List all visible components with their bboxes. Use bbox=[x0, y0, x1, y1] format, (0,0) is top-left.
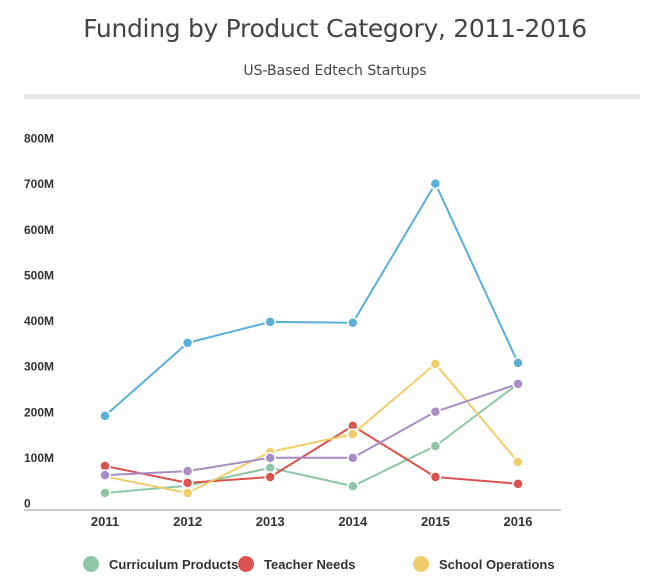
data-point[interactable] bbox=[512, 378, 524, 390]
x-axis: 2011 2012 2013 2014 2015 2016 bbox=[91, 514, 533, 529]
series-line-school-operations bbox=[104, 362, 519, 494]
data-point[interactable] bbox=[429, 406, 442, 418]
data-point[interactable] bbox=[264, 471, 276, 483]
x-tick-label: 2014 bbox=[338, 514, 368, 529]
series-line-teacher-needs bbox=[104, 424, 519, 485]
y-tick-label: 500M bbox=[24, 268, 54, 282]
data-point[interactable] bbox=[429, 440, 442, 452]
data-point[interactable] bbox=[429, 471, 442, 483]
header-divider bbox=[24, 94, 640, 99]
data-point[interactable] bbox=[181, 487, 194, 499]
legend-label: School Operations bbox=[439, 556, 555, 572]
data-point[interactable] bbox=[429, 358, 442, 370]
legend-label: Teacher Needs bbox=[264, 556, 356, 572]
data-point[interactable] bbox=[181, 477, 194, 489]
y-tick-label: 200M bbox=[24, 405, 54, 419]
series-line-series-4 bbox=[104, 382, 519, 477]
data-point[interactable] bbox=[181, 465, 194, 477]
x-tick-label: 2011 bbox=[91, 514, 119, 529]
data-point[interactable] bbox=[347, 428, 359, 440]
y-tick-label: 400M bbox=[24, 314, 54, 328]
y-tick-label: 100M bbox=[24, 451, 54, 465]
legend-label: Curriculum Products bbox=[109, 556, 239, 572]
y-tick-label: 600M bbox=[24, 223, 54, 237]
series-lines bbox=[104, 182, 519, 494]
legend-item[interactable]: School Operations bbox=[413, 556, 555, 572]
legend-item[interactable]: Teacher Needs bbox=[238, 556, 356, 572]
legend-swatch bbox=[238, 556, 254, 572]
x-tick-label: 2015 bbox=[421, 514, 450, 529]
y-tick-label: 700M bbox=[24, 177, 54, 191]
y-tick-label: 800M bbox=[24, 132, 54, 146]
y-tick-label: 300M bbox=[24, 360, 54, 374]
y-axis: 0 100M 200M 300M 400M 500M 600M 700M 800M bbox=[24, 132, 54, 511]
x-tick-label: 2016 bbox=[504, 514, 533, 529]
x-tick-label: 2012 bbox=[173, 514, 202, 529]
data-point[interactable] bbox=[264, 452, 276, 464]
data-point[interactable] bbox=[512, 357, 524, 369]
legend-swatch bbox=[413, 556, 429, 572]
series-line-curriculum-products bbox=[104, 383, 519, 494]
y-tick-label: 0 bbox=[24, 497, 31, 511]
data-point[interactable] bbox=[99, 487, 111, 499]
x-tick-label: 2013 bbox=[256, 514, 285, 529]
series-line-series-5 bbox=[104, 182, 519, 417]
chart-subtitle: US-Based Edtech Startups bbox=[243, 63, 427, 79]
data-point[interactable] bbox=[99, 469, 111, 481]
legend: Curriculum Products Teacher Needs School O… bbox=[0, 556, 670, 576]
legend-item[interactable]: Curriculum Products bbox=[83, 556, 238, 572]
series-points bbox=[99, 177, 524, 499]
chart-title: Funding by Product Category, 2011-2016 bbox=[83, 14, 587, 43]
legend-swatch bbox=[83, 556, 99, 572]
data-point[interactable] bbox=[264, 316, 276, 328]
data-point[interactable] bbox=[181, 337, 194, 349]
data-point[interactable] bbox=[99, 410, 111, 422]
data-point[interactable] bbox=[429, 177, 442, 190]
data-point[interactable] bbox=[347, 317, 359, 329]
data-point[interactable] bbox=[512, 478, 524, 490]
data-point[interactable] bbox=[347, 480, 359, 492]
data-point[interactable] bbox=[347, 452, 359, 464]
data-point[interactable] bbox=[512, 456, 524, 468]
